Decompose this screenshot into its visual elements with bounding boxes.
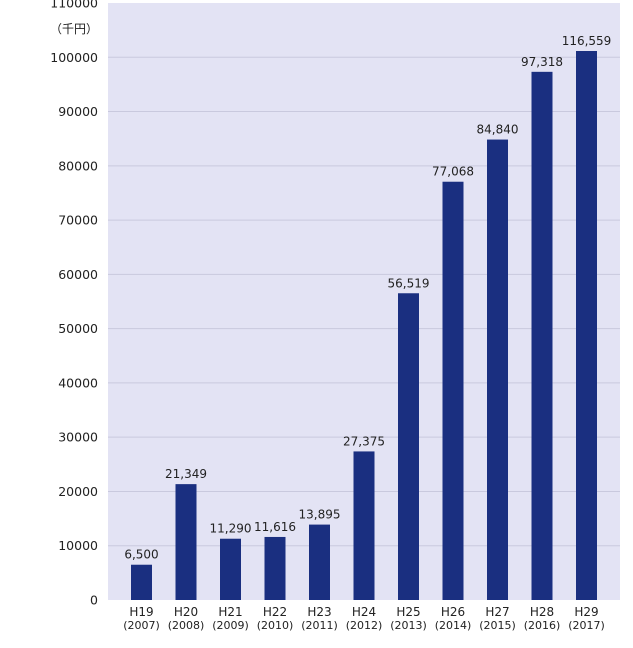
bar: [531, 71, 553, 600]
x-tick-label: H25: [396, 605, 420, 619]
y-tick-label: 90000: [58, 104, 98, 119]
x-tick-label: H22: [263, 605, 287, 619]
y-tick-label: 80000: [58, 158, 98, 173]
x-tick-label: H26: [441, 605, 465, 619]
data-label: 84,840: [477, 123, 519, 137]
x-tick-year-label: (2014): [435, 619, 472, 632]
bar: [131, 564, 152, 600]
y-tick-label: 110000: [50, 0, 98, 11]
y-tick-label: 40000: [58, 375, 98, 390]
bar: [487, 139, 508, 601]
x-tick-label: H24: [352, 605, 376, 619]
x-tick-label: H19: [129, 605, 153, 619]
x-tick-year-label: (2012): [346, 619, 383, 632]
y-tick-label: 10000: [58, 538, 98, 553]
x-tick-year-label: (2007): [123, 619, 160, 632]
data-label: 6,500: [124, 548, 158, 562]
x-tick-year-label: (2013): [390, 619, 427, 632]
x-tick-year-label: (2008): [168, 619, 205, 632]
y-tick-label: 60000: [58, 267, 98, 282]
data-label: 13,895: [299, 508, 341, 522]
bar: [264, 536, 286, 600]
bars: [131, 51, 597, 601]
x-tick-label: H21: [218, 605, 242, 619]
bar: [353, 451, 375, 600]
x-tick-label: H29: [574, 605, 598, 619]
data-label: 11,616: [254, 520, 296, 534]
data-label: 97,318: [521, 55, 563, 69]
y-tick-label: 20000: [58, 484, 98, 499]
bar: [398, 293, 419, 600]
x-tick-year-label: (2016): [524, 619, 561, 632]
data-label: 27,375: [343, 434, 385, 448]
x-tick-year-label: (2010): [257, 619, 294, 632]
x-tick-label: H28: [530, 605, 554, 619]
y-tick-label: 30000: [58, 430, 98, 445]
y-tick-label: 70000: [58, 213, 98, 228]
y-axis-unit: （千円）: [50, 22, 98, 36]
data-label: 56,519: [388, 276, 430, 290]
bar: [220, 538, 241, 600]
x-tick-year-label: (2017): [568, 619, 605, 632]
x-tick-year-label: (2009): [212, 619, 249, 632]
y-tick-label: 50000: [58, 321, 98, 336]
x-tick-label: H20: [174, 605, 198, 619]
x-tick-year-label: (2015): [479, 619, 516, 632]
data-label: 77,068: [432, 165, 474, 179]
bar: [576, 51, 597, 600]
data-label: 21,349: [165, 467, 207, 481]
x-tick-label: H23: [307, 605, 331, 619]
x-tick-label: H27: [485, 605, 509, 619]
y-tick-label: 0: [90, 593, 98, 608]
y-tick-label: 100000: [50, 50, 98, 65]
data-label: 116,559: [562, 34, 612, 48]
x-tick-year-label: (2011): [301, 619, 338, 632]
bar: [442, 181, 464, 600]
data-label: 11,290: [210, 522, 252, 536]
x-axis-ticks: H19(2007)H20(2008)H21(2009)H22(2010)H23(…: [123, 605, 605, 632]
y-axis-ticks: 0 10000 20000 30000 40000 50000 60000 70000 8000…: [50, 0, 98, 608]
bar: [175, 484, 197, 600]
bar: [309, 524, 330, 600]
